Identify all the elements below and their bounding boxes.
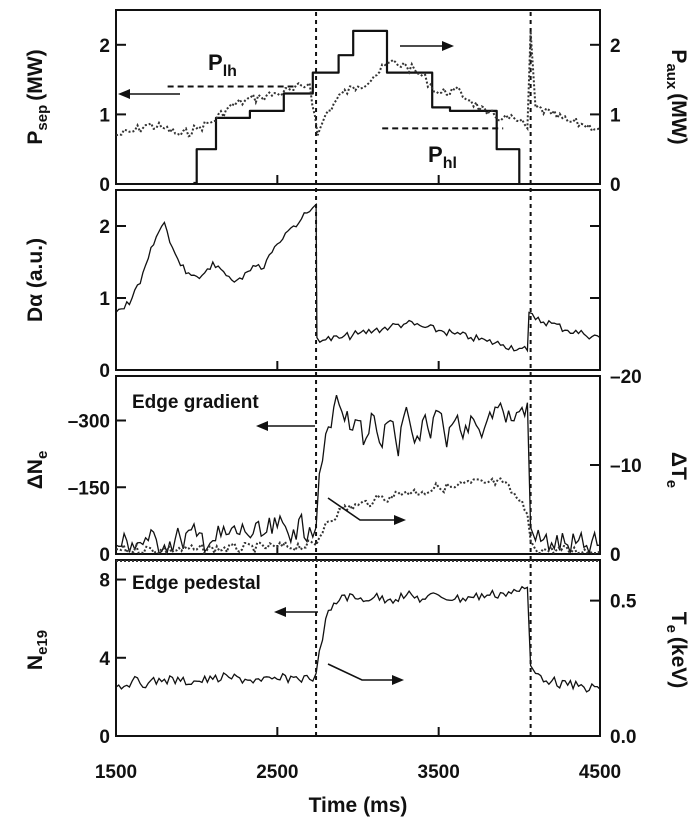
ytick-label-right-0-0: 0 — [610, 175, 621, 196]
arrowhead-left-power — [118, 89, 130, 99]
ytick-label-left-3-1: 4 — [99, 649, 110, 670]
xtick-label-2: 3500 — [418, 762, 460, 783]
ytick-label-left-2-0: 0 — [99, 545, 110, 566]
ytick-label-right-3-1: 0.5 — [610, 592, 637, 613]
annotation-p-hl: Phl — [428, 142, 457, 172]
panel-power-frame — [115, 9, 601, 185]
series-1-0 — [115, 202, 601, 353]
xaxis-label: Time (ms) — [309, 794, 408, 817]
ytick-label-right-2-0: 0 — [610, 545, 621, 566]
ytick-label-left-2-1: –150 — [68, 478, 110, 499]
ylabel-dalpha: Dα (a.u.) — [24, 238, 47, 322]
ytick-label-right-0-1: 1 — [610, 105, 621, 126]
ylabel-p-sep: Psep(MW) — [24, 49, 51, 144]
ylabel-te: Te(keV) — [663, 612, 690, 689]
ytick-label-left-1-0: 0 — [99, 361, 110, 382]
panel-title-edge-gradient: Edge gradient — [132, 392, 259, 413]
ytick-label-right-3-0: 0.0 — [610, 727, 636, 748]
ytick-label-right-2-1: –10 — [610, 456, 642, 477]
xtick-label-3: 4500 — [579, 762, 621, 783]
vertical-markers — [315, 12, 532, 736]
tick-labels: 0 1 2 0 1 2 0 1 2 0 –150 –300 0 –10 –20 0 4 8 0.0 0.5 1500 25… — [68, 36, 642, 783]
ytick-label-left-0-2: 2 — [99, 36, 110, 57]
arrowhead-right-pedestal — [392, 675, 404, 685]
ylabel-delta-te: ΔTe — [663, 452, 690, 488]
panel-dalpha-frame — [115, 189, 601, 371]
arrowhead-left-pedestal — [274, 607, 286, 617]
arrowhead-right-power — [442, 41, 454, 51]
annotation-p-lh: Plh — [208, 50, 237, 80]
ylabel-ne19: Ne19 — [24, 630, 51, 670]
series-2-1 — [115, 477, 601, 556]
series-3-0 — [115, 585, 601, 693]
ytick-label-left-0-0: 0 — [99, 175, 110, 196]
axis-arrows — [118, 41, 454, 685]
series-lines — [115, 29, 601, 693]
ylabel-p-aux: Paux(MW) — [663, 49, 690, 144]
series-0-0 — [193, 29, 521, 185]
ytick-label-left-3-2: 8 — [99, 571, 110, 592]
ytick-label-left-1-2: 2 — [99, 217, 110, 238]
axis-ticks — [115, 43, 601, 737]
arrowhead-left-gradient — [256, 421, 268, 431]
panel-title-edge-pedestal: Edge pedestal — [132, 573, 261, 594]
ylabel-delta-ne: ΔNe — [24, 451, 51, 490]
ytick-label-right-2-2: –20 — [610, 367, 642, 388]
arrowhead-right-gradient — [394, 515, 406, 525]
series-0-1 — [115, 30, 601, 138]
ytick-label-left-0-1: 1 — [99, 105, 110, 126]
ytick-label-left-3-0: 0 — [99, 727, 110, 748]
xtick-label-1: 2500 — [256, 762, 298, 783]
xtick-label-0: 1500 — [95, 762, 137, 783]
ytick-label-right-0-2: 2 — [610, 36, 621, 57]
series-2-0 — [115, 395, 601, 556]
arrow-right-pedestal — [327, 663, 396, 681]
arrow-right-gradient — [327, 497, 398, 521]
ytick-label-left-1-1: 1 — [99, 289, 110, 310]
ytick-label-left-2-2: –300 — [68, 412, 110, 433]
